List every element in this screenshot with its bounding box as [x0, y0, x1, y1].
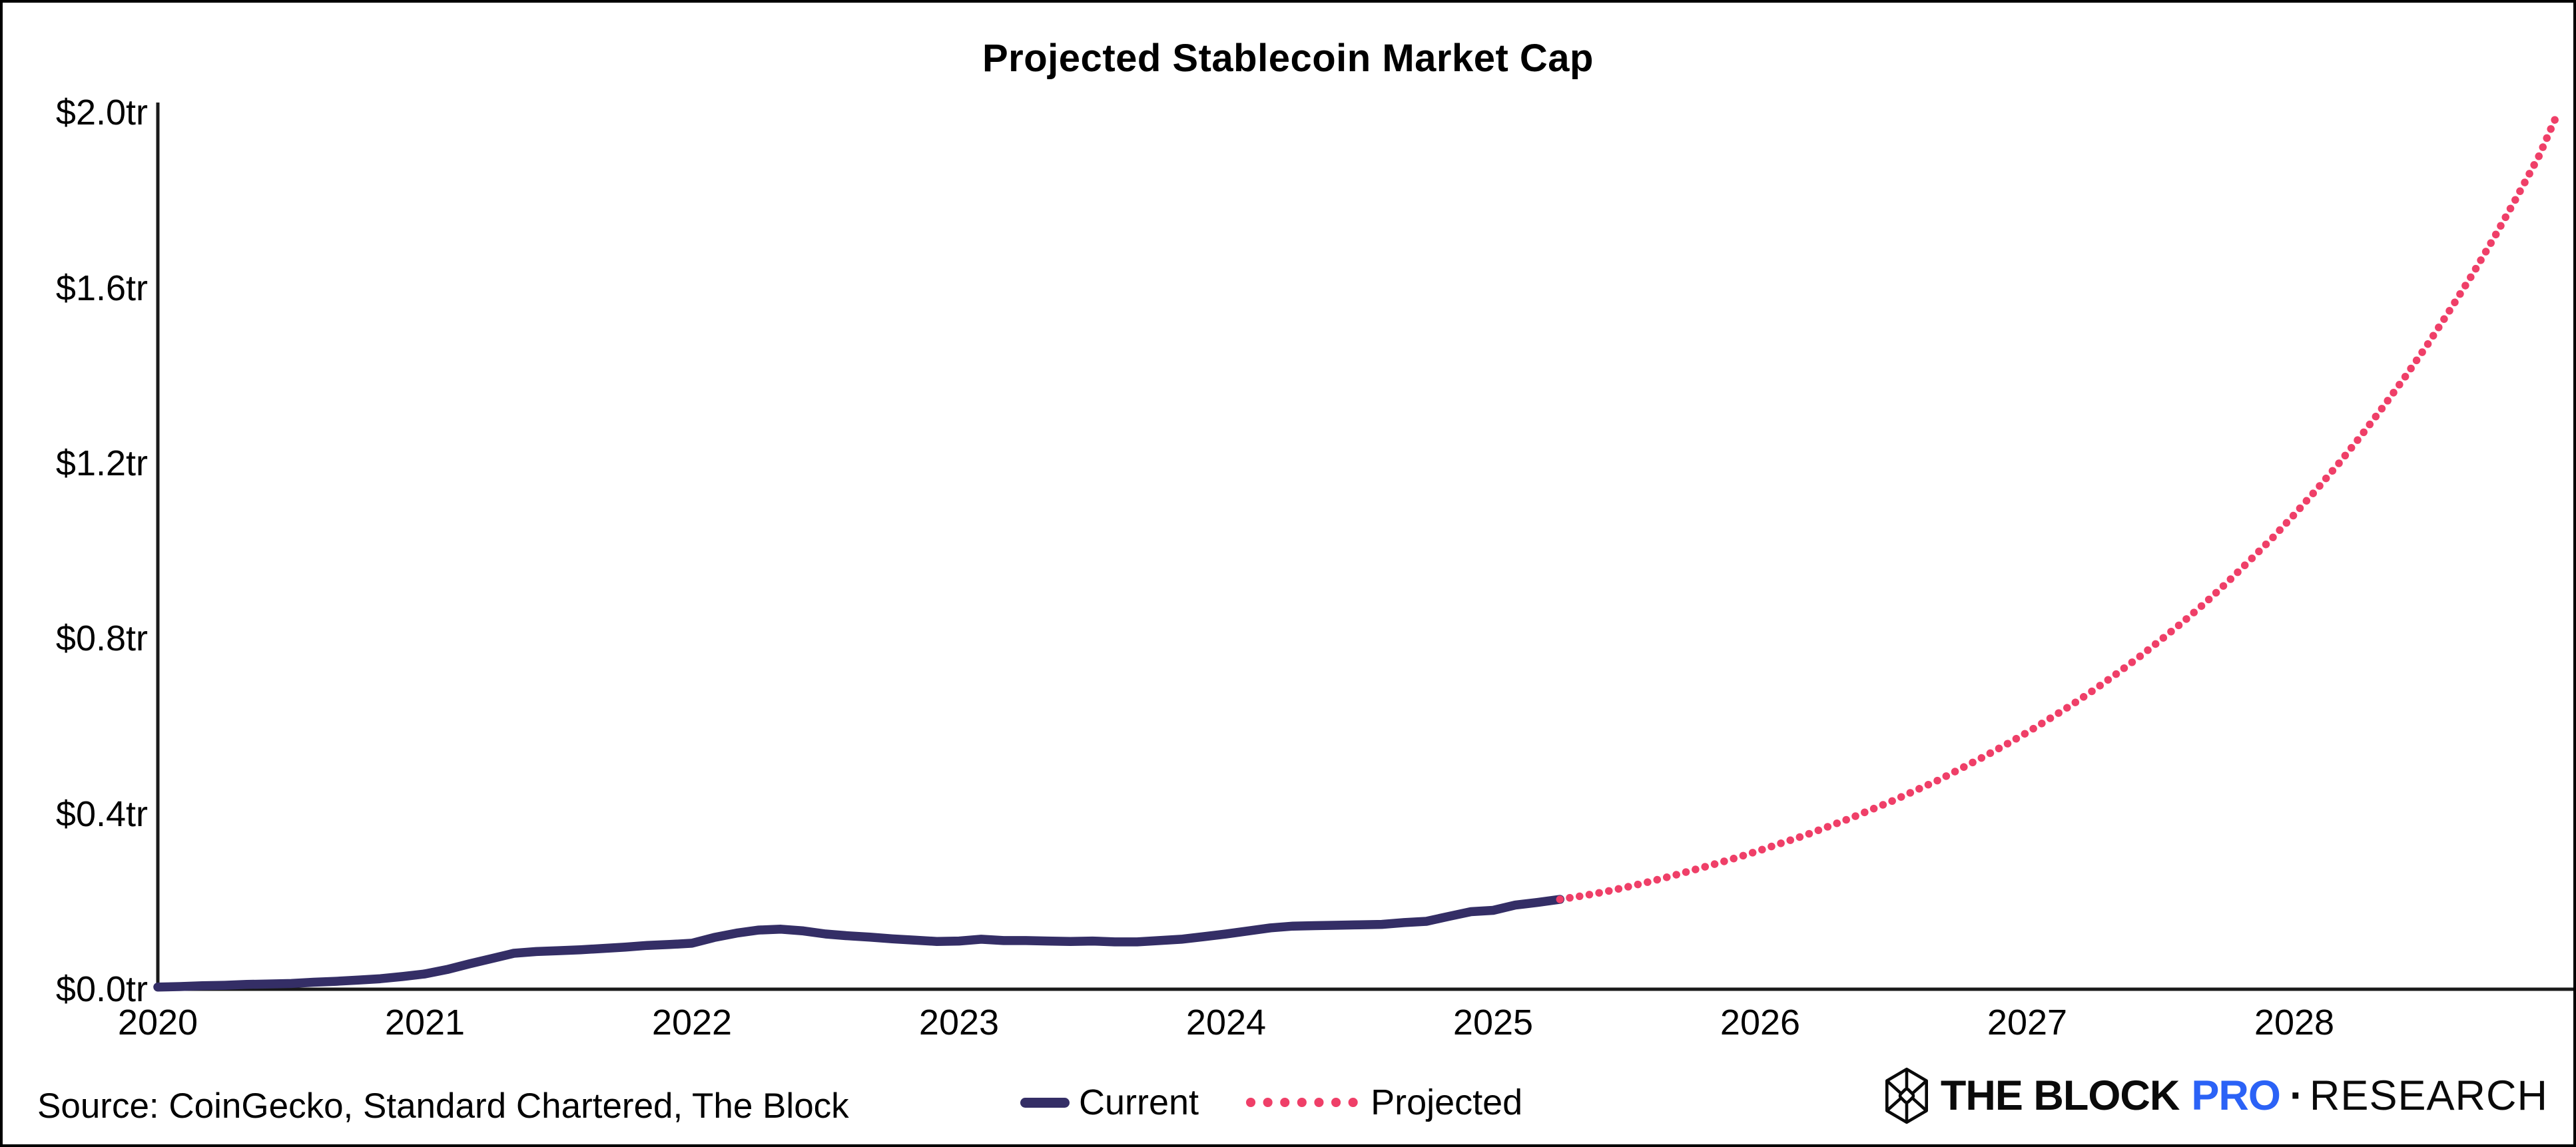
logo-wordmark: THE BLOCK PRO · RESEARCH: [1941, 1072, 2548, 1120]
logo-the-block-text: THE BLOCK: [1940, 1072, 2180, 1119]
y-tick-label: $0.4tr: [55, 794, 148, 834]
logo-separator-dot: ·: [2289, 1072, 2304, 1119]
x-tick-label: 2028: [2254, 1003, 2335, 1042]
legend-label-current: Current: [1079, 1082, 1199, 1122]
projected-series-line: [1556, 113, 2560, 903]
chart-title: Projected Stablecoin Market Cap: [982, 37, 1594, 80]
logo-pro-text: PRO: [2191, 1072, 2281, 1119]
x-tick-label: 2026: [1720, 1003, 1801, 1042]
x-tick-label: 2027: [1987, 1003, 2068, 1042]
y-tick-label: $2.0tr: [55, 93, 148, 133]
y-tick-label: $0.8tr: [55, 618, 148, 659]
y-tick-label: $1.6tr: [55, 268, 148, 308]
current-series-swatch-icon: [1020, 1097, 1070, 1108]
line-chart-plot: [153, 103, 2573, 992]
y-tick-label: $1.2tr: [55, 443, 148, 483]
current-series-line: [153, 895, 1565, 992]
x-tick-label: 2020: [117, 1003, 198, 1042]
x-tick-label: 2021: [384, 1003, 466, 1042]
legend-label-projected: Projected: [1371, 1082, 1523, 1122]
the-block-pro-research-logo: THE BLOCK PRO · RESEARCH: [1885, 1065, 2548, 1126]
x-tick-label: 2023: [918, 1003, 1000, 1042]
x-tick-label: 2024: [1185, 1003, 1267, 1042]
x-tick-label: 2025: [1452, 1003, 1534, 1042]
projected-series-swatch-icon: [1246, 1098, 1362, 1107]
y-tick-label: $0.0tr: [55, 969, 148, 1009]
x-tick-label: 2022: [651, 1003, 733, 1042]
the-block-cube-icon: [1885, 1067, 1928, 1124]
logo-research-text: RESEARCH: [2309, 1072, 2548, 1119]
source-note: Source: CoinGecko, Standard Chartered, T…: [37, 1086, 849, 1126]
chart-legend: Current Projected: [1020, 1081, 1522, 1124]
